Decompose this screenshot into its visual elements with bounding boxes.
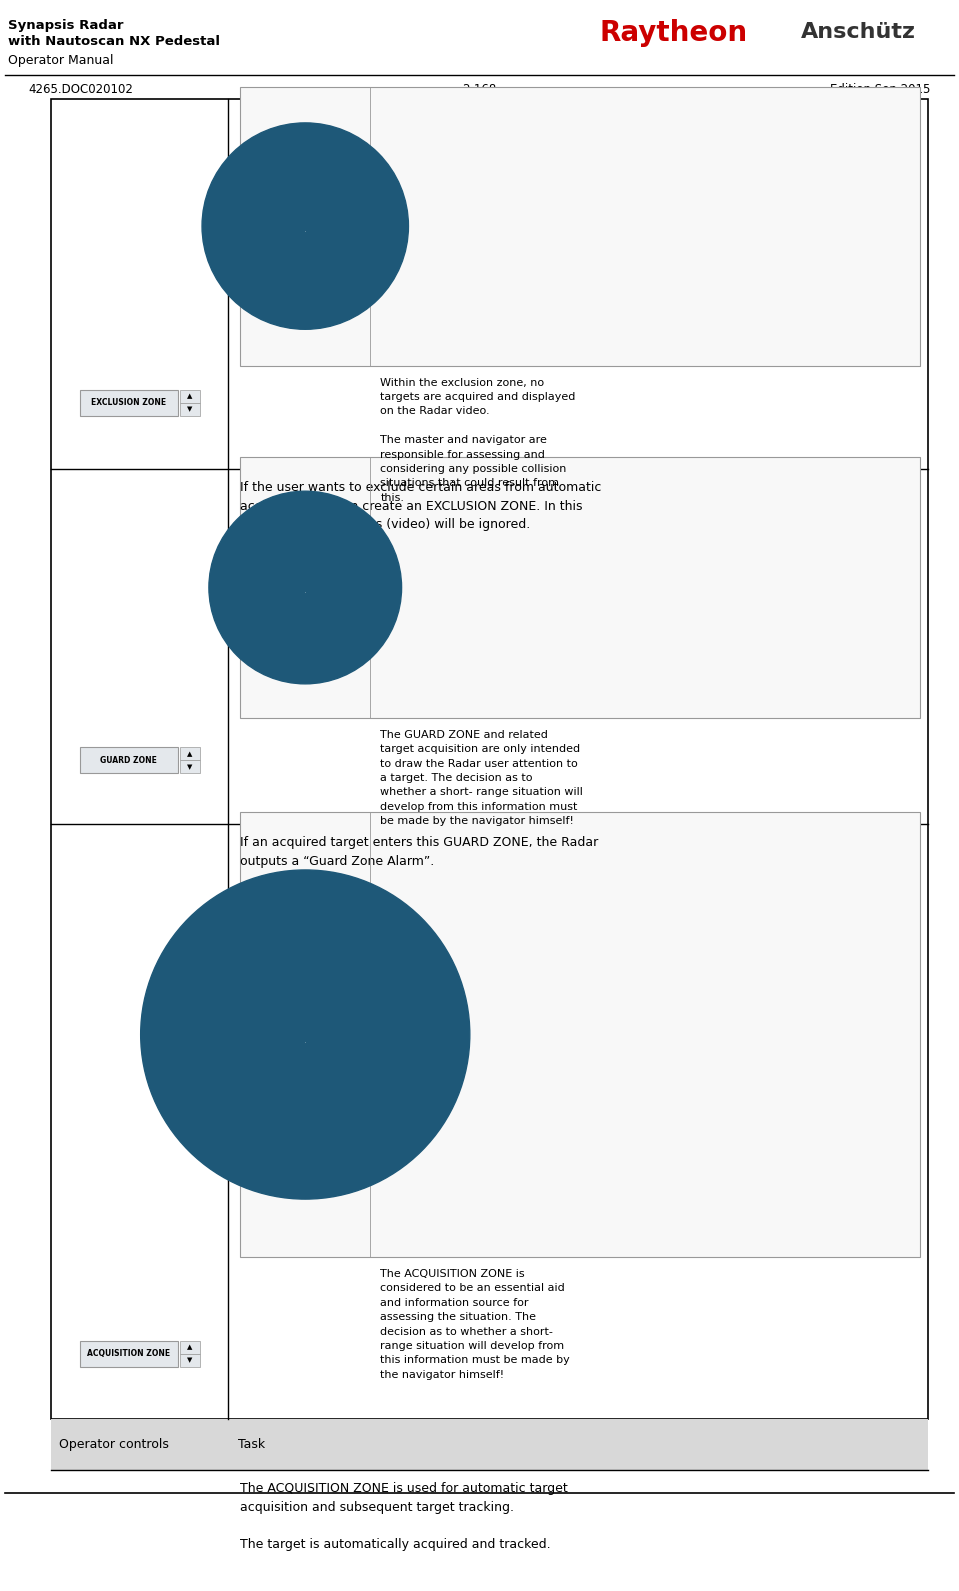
Bar xyxy=(80,1341,177,1367)
Text: Operator Manual: Operator Manual xyxy=(8,54,113,67)
Text: If the user wants to exclude certain areas from automatic
acquisition, he can cr: If the user wants to exclude certain are… xyxy=(241,482,601,531)
Text: The ACQUISITION ZONE is
considered to be an essential aid
and information source: The ACQUISITION ZONE is considered to be… xyxy=(380,1270,570,1379)
Text: GUARD ZONE: GUARD ZONE xyxy=(100,756,157,765)
Text: 2-168: 2-168 xyxy=(462,83,497,95)
Text: Within the exclusion zone, no
targets are acquired and displayed
on the Radar vi: Within the exclusion zone, no targets ar… xyxy=(380,377,575,503)
Bar xyxy=(179,1354,199,1367)
Ellipse shape xyxy=(209,492,402,684)
Ellipse shape xyxy=(141,870,470,1200)
Text: ▲: ▲ xyxy=(187,1344,192,1351)
Bar xyxy=(241,457,921,718)
Bar xyxy=(179,403,199,415)
Bar xyxy=(241,86,921,366)
Bar xyxy=(80,390,177,415)
Text: EXCLUSION ZONE: EXCLUSION ZONE xyxy=(91,398,166,407)
Text: Anschütz: Anschütz xyxy=(801,22,916,43)
Bar xyxy=(51,99,928,1419)
Text: Raytheon: Raytheon xyxy=(599,19,747,48)
Text: ▲: ▲ xyxy=(187,751,192,757)
Text: ACQUISITION ZONE: ACQUISITION ZONE xyxy=(87,1349,170,1359)
Text: Synapsis Radar: Synapsis Radar xyxy=(8,19,123,32)
Bar xyxy=(179,760,199,773)
Bar xyxy=(51,1419,928,1470)
Text: ▲: ▲ xyxy=(187,393,192,399)
Text: If an acquired target enters this GUARD ZONE, the Radar
outputs a “Guard Zone Al: If an acquired target enters this GUARD … xyxy=(241,837,598,867)
Text: Operator controls: Operator controls xyxy=(58,1438,169,1451)
Bar xyxy=(179,748,199,760)
Text: ▼: ▼ xyxy=(187,406,192,412)
Text: Task: Task xyxy=(238,1438,266,1451)
Text: The ACQUISITION ZONE is used for automatic target
acquisition and subsequent tar: The ACQUISITION ZONE is used for automat… xyxy=(241,1483,568,1551)
Text: with Nautoscan NX Pedestal: with Nautoscan NX Pedestal xyxy=(8,35,220,48)
Bar xyxy=(179,390,199,403)
Text: The GUARD ZONE and related
target acquisition are only intended
to draw the Rada: The GUARD ZONE and related target acquis… xyxy=(380,730,583,826)
Text: ▼: ▼ xyxy=(187,1357,192,1363)
Bar xyxy=(241,811,921,1257)
Bar xyxy=(80,748,177,773)
Bar xyxy=(179,1341,199,1354)
Text: ▼: ▼ xyxy=(187,764,192,770)
Text: Edition Sep 2015: Edition Sep 2015 xyxy=(830,83,930,95)
Ellipse shape xyxy=(202,123,409,329)
Text: 4265.DOC020102: 4265.DOC020102 xyxy=(29,83,133,95)
